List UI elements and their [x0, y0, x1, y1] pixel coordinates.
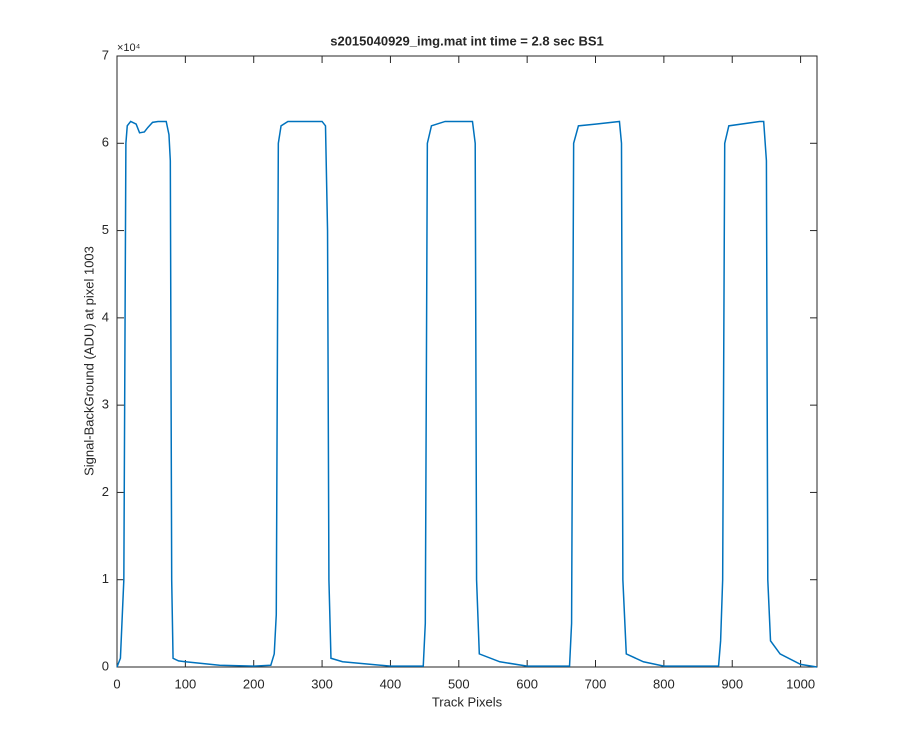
data-line — [116, 120, 818, 668]
x-tick-label: 400 — [380, 676, 402, 691]
x-tick-label: 0 — [113, 676, 120, 691]
y-axis-label: Signal-BackGround (ADU) at pixel 1003 — [81, 246, 96, 476]
axes-box — [116, 55, 818, 668]
chart-title: s2015040929_img.mat int time = 2.8 sec B… — [330, 33, 604, 48]
y-tick-label: 5 — [102, 222, 109, 237]
x-tick-label: 700 — [585, 676, 607, 691]
x-tick-label: 300 — [311, 676, 333, 691]
y-tick-label: 1 — [102, 571, 109, 586]
y-tick-label: 2 — [102, 484, 109, 499]
y-tick-label: 3 — [102, 397, 109, 412]
y-exponent-label: ×10⁴ — [117, 42, 141, 54]
x-tick-label: 200 — [243, 676, 265, 691]
x-tick-label: 800 — [653, 676, 675, 691]
y-tick-label: 7 — [102, 47, 109, 62]
y-tick-label: 6 — [102, 135, 109, 150]
x-tick-label: 500 — [448, 676, 470, 691]
x-axis-label: Track Pixels — [432, 694, 503, 709]
x-tick-label: 100 — [175, 676, 197, 691]
x-tick-label: 600 — [516, 676, 538, 691]
y-tick-label: 0 — [102, 658, 109, 673]
x-tick-label: 1000 — [786, 676, 815, 691]
y-tick-label: 4 — [102, 309, 109, 324]
x-tick-label: 900 — [721, 676, 743, 691]
